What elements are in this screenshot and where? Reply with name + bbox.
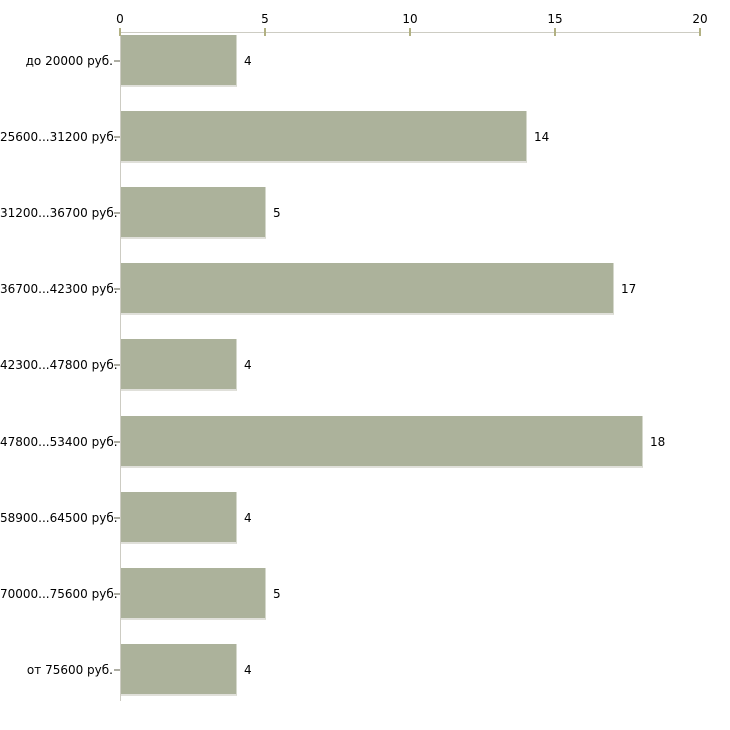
bar (121, 111, 527, 163)
category-label: 70000...75600 руб. (0, 587, 118, 601)
y-axis-tick (114, 593, 120, 595)
x-axis-tick (409, 28, 411, 36)
value-label: 4 (244, 54, 252, 68)
y-axis-tick (114, 288, 120, 290)
x-axis-tick-label: 5 (261, 12, 269, 26)
bar (121, 339, 237, 391)
y-axis-line (120, 32, 121, 701)
bar (121, 263, 614, 315)
value-label: 4 (244, 663, 252, 677)
value-label: 4 (244, 511, 252, 525)
value-label: 17 (621, 282, 637, 296)
value-label: 14 (534, 130, 550, 144)
x-axis-tick-label: 20 (692, 12, 708, 26)
category-label: 47800...53400 руб. (0, 435, 118, 449)
x-axis-tick (119, 28, 121, 36)
x-axis-tick (554, 28, 556, 36)
value-label: 18 (650, 435, 666, 449)
bar (121, 35, 237, 87)
y-axis-tick (114, 669, 120, 671)
value-label: 5 (273, 587, 281, 601)
y-axis-tick (114, 136, 120, 138)
bar (121, 416, 643, 468)
category-label: 31200...36700 руб. (0, 206, 118, 220)
category-label: 36700...42300 руб. (0, 282, 118, 296)
x-axis-tick-label: 0 (116, 12, 124, 26)
y-axis-tick (114, 364, 120, 366)
y-axis-tick (114, 212, 120, 214)
category-label: 25600...31200 руб. (0, 130, 118, 144)
x-axis-tick-label: 10 (402, 12, 418, 26)
x-axis-tick (264, 28, 266, 36)
category-label: 42300...47800 руб. (0, 358, 118, 372)
category-label: до 20000 руб. (25, 54, 113, 68)
x-axis-tick (699, 28, 701, 36)
value-label: 4 (244, 358, 252, 372)
bar (121, 492, 237, 544)
category-label: от 75600 руб. (26, 663, 113, 677)
y-axis-tick (114, 60, 120, 62)
bar (121, 568, 266, 620)
bar (121, 187, 266, 239)
value-label: 5 (273, 206, 281, 220)
y-axis-tick (114, 517, 120, 519)
x-axis-tick-label: 15 (547, 12, 563, 26)
y-axis-tick (114, 441, 120, 443)
bar (121, 644, 237, 696)
category-label: 58900...64500 руб. (0, 511, 118, 525)
